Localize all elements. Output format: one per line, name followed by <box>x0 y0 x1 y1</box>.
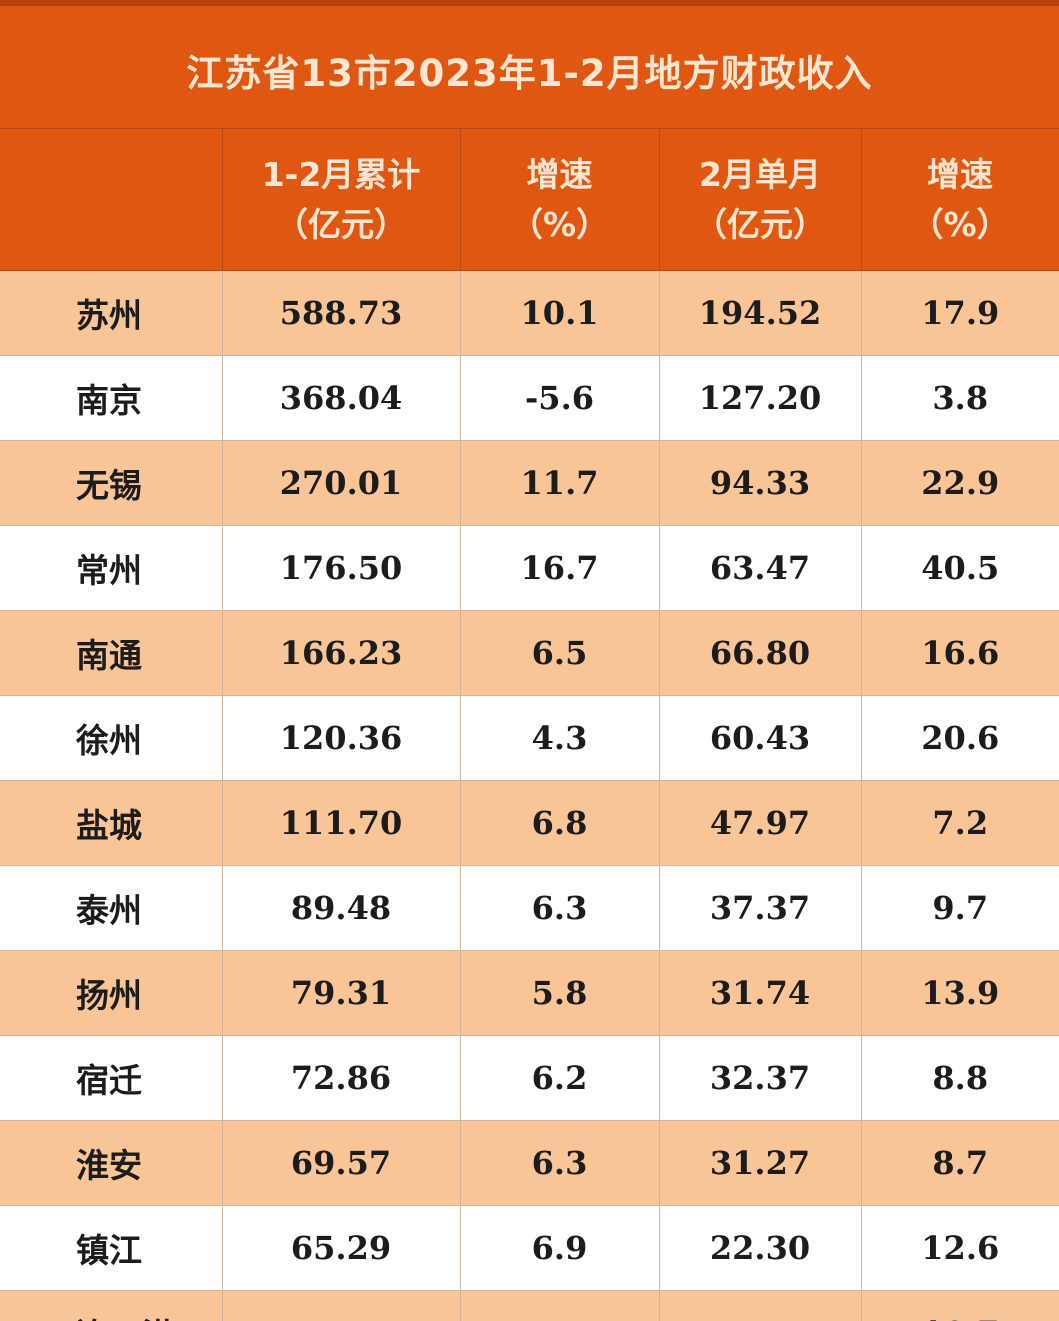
table-row: 扬州 79.31 5.8 31.74 13.9 <box>0 950 1059 1036</box>
city-name: 盐城 <box>0 780 223 866</box>
table-row: 南京 368.04 -5.6 127.20 3.8 <box>0 355 1059 441</box>
city-name: 苏州 <box>0 270 223 356</box>
cumulative-growth: 16.7 <box>459 525 660 611</box>
city-name: 淮安 <box>0 1120 223 1206</box>
header-february-growth: 增速 （%） <box>860 128 1059 271</box>
table-row: 镇江 65.29 6.9 22.30 12.6 <box>0 1205 1059 1291</box>
table-row: 宿迁 72.86 6.2 32.37 8.8 <box>0 1035 1059 1121</box>
cumulative-value: 65.29 <box>221 1205 461 1291</box>
table-row: 淮安 69.57 6.3 31.27 8.7 <box>0 1120 1059 1206</box>
cumulative-growth: 11.7 <box>459 440 660 526</box>
february-value: 47.97 <box>658 780 862 866</box>
cumulative-growth: 10.1 <box>459 270 660 356</box>
city-name: 徐州 <box>0 695 223 781</box>
february-value: 37.37 <box>658 865 862 951</box>
header-february-line1: 2月单月 <box>699 154 821 194</box>
city-name: 连云港 <box>0 1290 223 1321</box>
february-growth: 8.8 <box>860 1035 1059 1121</box>
header-february-growth-line2: （%） <box>910 204 1010 244</box>
cumulative-growth: 4.3 <box>459 695 660 781</box>
february-growth: 12.6 <box>860 1205 1059 1291</box>
table-row: 盐城 111.70 6.8 47.97 7.2 <box>0 780 1059 866</box>
february-value: 32.37 <box>658 1035 862 1121</box>
table-row: 泰州 89.48 6.3 37.37 9.7 <box>0 865 1059 951</box>
cumulative-value: 166.23 <box>221 610 461 696</box>
header-row: 1-2月累计 （亿元） 增速 （%） 2月单月 （亿元） 增速 （%） <box>0 128 1059 271</box>
february-value: 63.47 <box>658 525 862 611</box>
february-growth: 8.7 <box>860 1120 1059 1206</box>
table-row: 常州 176.50 16.7 63.47 40.5 <box>0 525 1059 611</box>
february-growth: 13.9 <box>860 950 1059 1036</box>
city-name: 无锡 <box>0 440 223 526</box>
cumulative-value: 111.70 <box>221 780 461 866</box>
city-name: 扬州 <box>0 950 223 1036</box>
table-title: 江苏省13市2023年1-2月地方财政收入 <box>186 52 873 95</box>
table-row: 苏州 588.73 10.1 194.52 17.9 <box>0 270 1059 356</box>
february-value: 94.33 <box>658 440 862 526</box>
cumulative-value <box>221 1290 461 1321</box>
february-value: 31.27 <box>658 1120 862 1206</box>
cumulative-growth: 6.3 <box>459 1120 660 1206</box>
cumulative-value: 79.31 <box>221 950 461 1036</box>
february-value: 127.20 <box>658 355 862 441</box>
table-container: 1-2月累计 （亿元） 增速 （%） 2月单月 （亿元） 增速 （%） <box>0 128 1059 1321</box>
table-row-partial: 连云港 10.7 <box>0 1290 1059 1321</box>
city-name: 镇江 <box>0 1205 223 1291</box>
cumulative-value: 176.50 <box>221 525 461 611</box>
february-value: 194.52 <box>658 270 862 356</box>
cumulative-growth: -5.6 <box>459 355 660 441</box>
february-value: 66.80 <box>658 610 862 696</box>
cumulative-value: 270.01 <box>221 440 461 526</box>
city-name: 泰州 <box>0 865 223 951</box>
february-value: 31.74 <box>658 950 862 1036</box>
february-growth: 17.9 <box>860 270 1059 356</box>
table-header: 1-2月累计 （亿元） 增速 （%） 2月单月 （亿元） 增速 （%） <box>0 128 1059 271</box>
header-cumulative-growth-line2: （%） <box>509 204 610 244</box>
table-body: 苏州 588.73 10.1 194.52 17.9 南京 368.04 -5.… <box>0 270 1059 1321</box>
header-cumulative: 1-2月累计 （亿元） <box>221 128 461 271</box>
city-name: 南京 <box>0 355 223 441</box>
cumulative-growth: 5.8 <box>459 950 660 1036</box>
header-february-growth-line1: 增速 <box>927 154 993 194</box>
cumulative-growth <box>459 1290 660 1321</box>
cumulative-value: 588.73 <box>221 270 461 356</box>
table-row: 徐州 120.36 4.3 60.43 20.6 <box>0 695 1059 781</box>
table-row: 南通 166.23 6.5 66.80 16.6 <box>0 610 1059 696</box>
revenue-table: 1-2月累计 （亿元） 增速 （%） 2月单月 （亿元） 增速 （%） <box>0 128 1059 1321</box>
february-value: 60.43 <box>658 695 862 781</box>
february-value: 22.30 <box>658 1205 862 1291</box>
cumulative-growth: 6.3 <box>459 865 660 951</box>
cumulative-growth: 6.5 <box>459 610 660 696</box>
cumulative-value: 368.04 <box>221 355 461 441</box>
table-row: 无锡 270.01 11.7 94.33 22.9 <box>0 440 1059 526</box>
header-february: 2月单月 （亿元） <box>658 128 862 271</box>
february-growth: 16.6 <box>860 610 1059 696</box>
header-cumulative-line1: 1-2月累计 <box>261 154 421 194</box>
cumulative-growth: 6.9 <box>459 1205 660 1291</box>
february-value <box>658 1290 862 1321</box>
february-growth: 3.8 <box>860 355 1059 441</box>
cumulative-value: 72.86 <box>221 1035 461 1121</box>
cumulative-value: 89.48 <box>221 865 461 951</box>
city-name: 宿迁 <box>0 1035 223 1121</box>
city-name: 常州 <box>0 525 223 611</box>
cumulative-value: 69.57 <box>221 1120 461 1206</box>
february-growth: 10.7 <box>860 1290 1059 1321</box>
header-cumulative-growth: 增速 （%） <box>459 128 660 271</box>
header-cumulative-growth-line1: 增速 <box>526 154 593 194</box>
city-name: 南通 <box>0 610 223 696</box>
cumulative-value: 120.36 <box>221 695 461 781</box>
title-bar: 江苏省13市2023年1-2月地方财政收入 <box>0 0 1059 128</box>
february-growth: 20.6 <box>860 695 1059 781</box>
cumulative-growth: 6.8 <box>459 780 660 866</box>
cumulative-growth: 6.2 <box>459 1035 660 1121</box>
header-corner-cell <box>0 128 223 271</box>
february-growth: 7.2 <box>860 780 1059 866</box>
february-growth: 40.5 <box>860 525 1059 611</box>
february-growth: 22.9 <box>860 440 1059 526</box>
header-february-line2: （亿元） <box>694 204 826 244</box>
header-cumulative-line2: （亿元） <box>275 204 407 244</box>
february-growth: 9.7 <box>860 865 1059 951</box>
